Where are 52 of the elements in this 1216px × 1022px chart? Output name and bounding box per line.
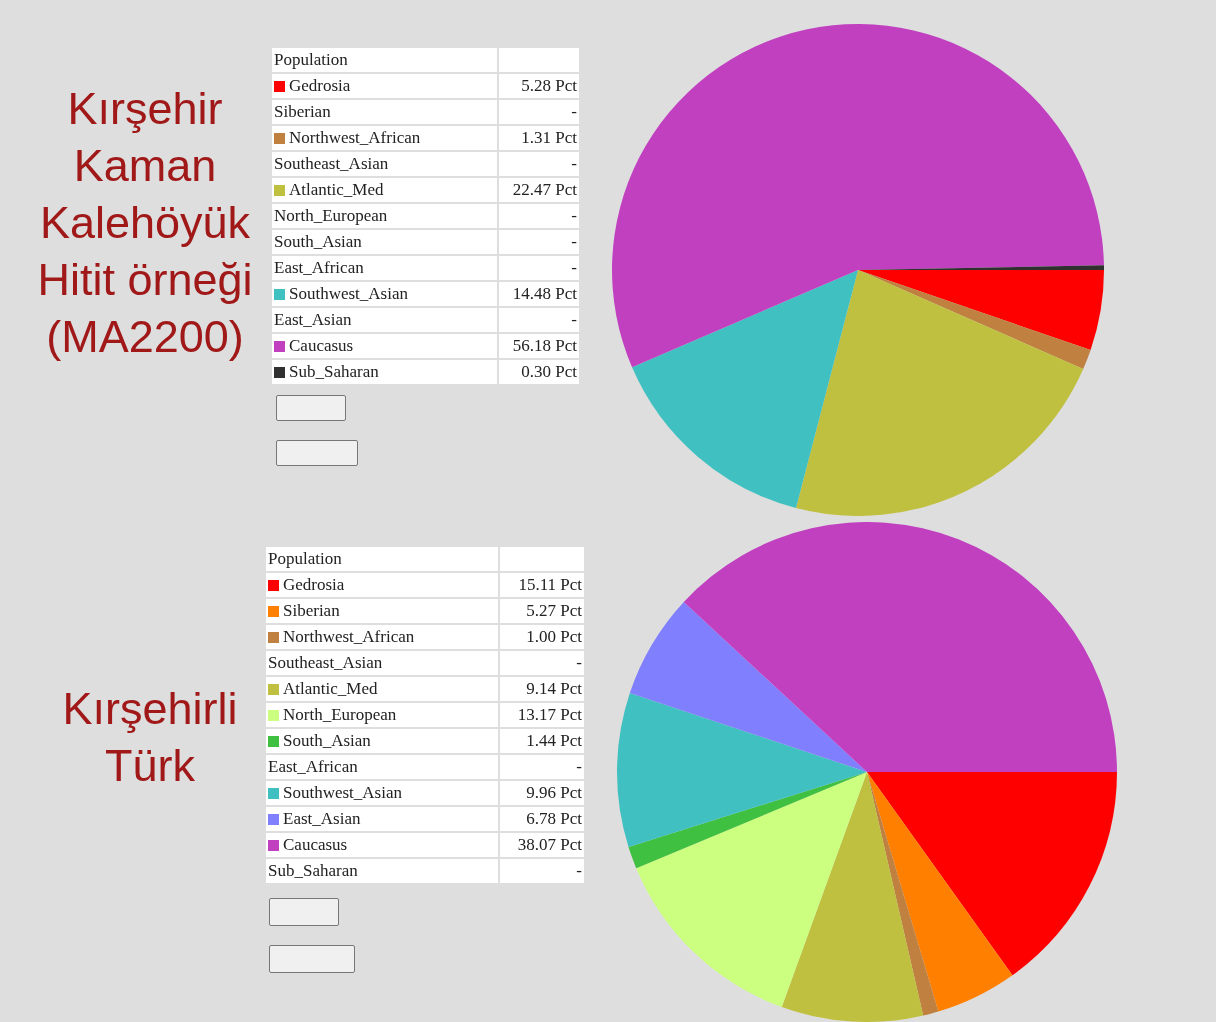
legend-label: North_European [283, 705, 397, 724]
legend-label: Siberian [283, 601, 340, 620]
text: - [571, 206, 577, 225]
category-label: East_African [274, 258, 364, 277]
text: Kırşehir Kaman Kalehöyük Hitit örneği (MA2200) [36, 82, 254, 364]
data-label: 38.07 Pct [500, 833, 584, 857]
data-label: 0.30 Pct [499, 360, 579, 384]
data-label: 1.00 Pct [500, 625, 584, 649]
text: Population [266, 547, 498, 571]
text: - [571, 310, 577, 329]
legend-label: South_Asian [283, 731, 371, 750]
text: Population [272, 48, 497, 72]
legend-label: Atlantic_Med [289, 180, 384, 199]
legend-label: Caucasus [289, 336, 354, 355]
legend-label: Gedrosia [289, 76, 351, 95]
legend-label: Sub_Saharan [289, 362, 379, 381]
legend-label: Northwest_African [289, 128, 421, 147]
legend-label: Atlantic_Med [283, 679, 378, 698]
data-label: 1.44 Pct [500, 729, 584, 753]
legend-label: East_Asian [283, 809, 361, 828]
text: - [571, 258, 577, 277]
legend-label: Gedrosia [283, 575, 345, 594]
data-label: 5.28 Pct [499, 74, 579, 98]
legend-label: Northwest_African [283, 627, 415, 646]
legend-label: Caucasus [283, 835, 348, 854]
data-label: 9.14 Pct [500, 677, 584, 701]
data-label: 14.48 Pct [499, 282, 579, 306]
data-label: 13.17 Pct [500, 703, 584, 727]
legend-label: Southwest_Asian [289, 284, 408, 303]
data-label: 6.78 Pct [500, 807, 584, 831]
text: - [576, 757, 582, 776]
category-label: East_Asian [274, 310, 352, 329]
data-label: 22.47 Pct [499, 178, 579, 202]
category-label: Siberian [274, 102, 331, 121]
category-label: North_European [274, 206, 388, 225]
legend-label: Southwest_Asian [283, 783, 402, 802]
data-label: 1.31 Pct [499, 126, 579, 150]
data-label: 9.96 Pct [500, 781, 584, 805]
text: - [576, 861, 582, 880]
category-label: Southeast_Asian [268, 653, 383, 672]
category-label: Southeast_Asian [274, 154, 389, 173]
text: - [571, 154, 577, 173]
text: - [571, 102, 577, 121]
data-label: 15.11 Pct [500, 573, 584, 597]
text: Kırşehirli Türk [62, 683, 238, 791]
text: - [571, 232, 577, 251]
category-label: Sub_Saharan [268, 861, 358, 880]
category-label: South_Asian [274, 232, 362, 251]
category-label: East_African [268, 757, 358, 776]
data-label: 56.18 Pct [499, 334, 579, 358]
data-label: 5.27 Pct [500, 599, 584, 623]
text: - [576, 653, 582, 672]
